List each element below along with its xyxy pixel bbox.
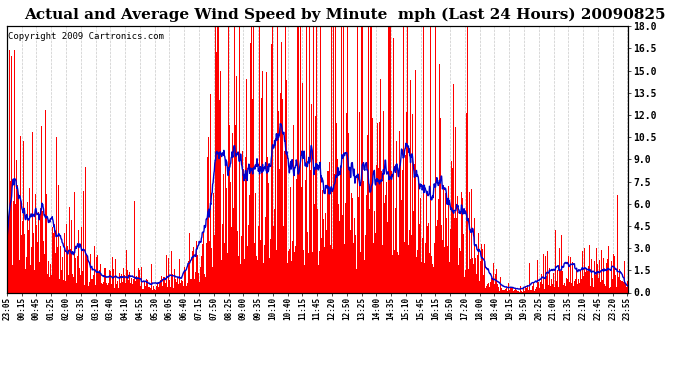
Text: Actual and Average Wind Speed by Minute  mph (Last 24 Hours) 20090825: Actual and Average Wind Speed by Minute … xyxy=(24,8,666,22)
Text: Copyright 2009 Cartronics.com: Copyright 2009 Cartronics.com xyxy=(8,32,164,40)
